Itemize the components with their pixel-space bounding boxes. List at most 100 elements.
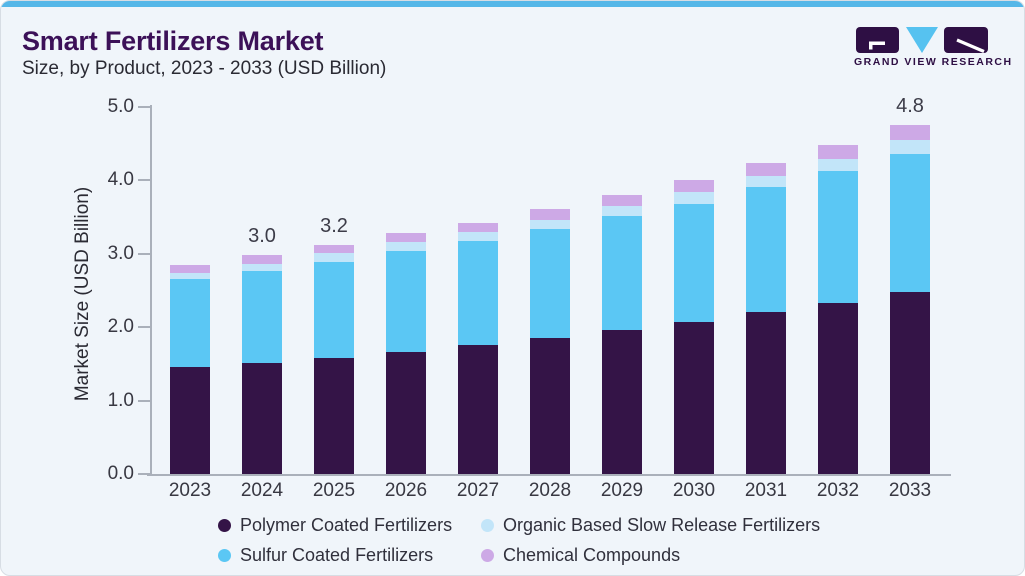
bar-segment [314, 253, 354, 262]
x-axis-year-label: 2025 [312, 480, 356, 501]
bar-2031 [746, 163, 786, 474]
x-axis-year-label: 2024 [240, 480, 284, 501]
bar-segment [242, 254, 282, 264]
bar-segment [242, 363, 282, 474]
x-axis-year-label: 2030 [672, 480, 716, 501]
bar-2027 [458, 222, 498, 474]
x-axis-year-label: 2028 [528, 480, 572, 501]
legend-swatch-icon [481, 548, 494, 562]
y-tick-label: 2.0 [107, 316, 134, 337]
bar-segment [314, 261, 354, 358]
bar-segment [386, 251, 426, 352]
legend-label: Chemical Compounds [503, 544, 681, 565]
bar-2026 [386, 232, 426, 474]
bar-segment [818, 302, 858, 474]
bar-segment [674, 203, 714, 322]
y-tick-mark [138, 326, 150, 328]
x-axis-year-label: 2027 [456, 480, 500, 501]
y-axis-line [150, 105, 152, 475]
bar-segment [818, 171, 858, 303]
gvr-logo-icon [856, 27, 988, 53]
bar-segment [890, 139, 930, 154]
bar-segment [386, 242, 426, 252]
bar-segment [530, 337, 570, 474]
bar-value-label: 4.8 [896, 94, 924, 117]
bar-segment [674, 180, 714, 193]
bar-segment [242, 271, 282, 363]
bar-2032 [818, 145, 858, 474]
bar-segment [746, 187, 786, 313]
x-axis-year-label: 2029 [600, 480, 644, 501]
y-tick-label: 4.0 [107, 169, 134, 190]
bar-2029 [602, 194, 642, 474]
bar-segment [386, 232, 426, 243]
legend-item: Sulfur Coated Fertilizers [218, 542, 481, 568]
y-tick-mark [138, 179, 150, 181]
y-axis-label: Market Size (USD Billion) [72, 186, 93, 402]
y-tick-label: 1.0 [107, 389, 134, 411]
bar-segment [602, 194, 642, 206]
bar-segment [746, 175, 786, 188]
y-tick-label: 5.0 [107, 95, 134, 117]
page-subtitle: Size, by Product, 2023 - 2033 (USD Billi… [22, 58, 387, 79]
x-axis-year-label: 2026 [384, 480, 428, 501]
bar-segment [602, 215, 642, 330]
y-tick-mark [138, 399, 150, 402]
x-axis-line [147, 474, 951, 476]
bar-2024 [242, 254, 282, 474]
bar-segment [458, 232, 498, 241]
bar-segment [890, 291, 930, 474]
legend-item: Chemical Compounds [481, 542, 820, 568]
y-tick-mark [138, 105, 150, 108]
y-tick-label: 3.0 [107, 242, 134, 264]
bar-2028 [530, 209, 570, 474]
legend-label: Polymer Coated Fertilizers [240, 514, 453, 535]
bar-segment [530, 219, 570, 230]
bar-segment [458, 240, 498, 346]
x-axis-year-label: 2031 [744, 480, 788, 501]
bar-2030 [674, 180, 714, 474]
bar-segment [890, 153, 930, 292]
bar-segment [890, 124, 930, 140]
bar-segment [674, 192, 714, 204]
y-tick-mark [138, 252, 150, 255]
accent-strip [1, 1, 1024, 7]
legend-label: Sulfur Coated Fertilizers [240, 544, 434, 565]
bar-segment [602, 329, 642, 474]
bar-segment [170, 272, 210, 280]
bar-2033 [890, 124, 930, 474]
bar-segment [386, 351, 426, 474]
bar-segment [458, 345, 498, 474]
bar-value-label: 3.2 [320, 214, 348, 237]
bar-segment [818, 158, 858, 172]
bar-segment [170, 367, 210, 474]
chart-legend: Polymer Coated Fertilizers Organic Based … [218, 512, 820, 568]
legend-item: Polymer Coated Fertilizers [218, 512, 481, 538]
bar-segment [746, 312, 786, 474]
bar-segment [530, 229, 570, 338]
page-title: Smart Fertilizers Market [22, 26, 324, 56]
bar-segment [458, 222, 498, 233]
y-tick-mark [138, 473, 150, 475]
bar-2023 [170, 264, 210, 474]
x-axis-year-label: 2033 [888, 480, 932, 501]
x-axis-year-label: 2023 [168, 480, 212, 501]
bar-segment [746, 163, 786, 176]
bar-segment [170, 264, 210, 273]
x-axis-year-label: 2032 [816, 480, 860, 501]
bar-segment [314, 244, 354, 254]
bar-segment [170, 279, 210, 368]
bar-value-label: 3.0 [248, 224, 276, 247]
bar-segment [530, 209, 570, 220]
y-tick-label: 0.0 [107, 463, 134, 484]
legend-swatch-icon [218, 518, 231, 532]
legend-item: Organic Based Slow Release Fertilizers [481, 512, 820, 538]
bar-segment [602, 205, 642, 216]
bar-segment [674, 321, 714, 474]
bar-segment [242, 263, 282, 272]
bar-2025 [314, 244, 354, 474]
gvr-logo-text: GRAND VIEW RESEARCH [854, 56, 1013, 68]
legend-swatch-icon [218, 548, 231, 562]
legend-swatch-icon [481, 518, 494, 532]
